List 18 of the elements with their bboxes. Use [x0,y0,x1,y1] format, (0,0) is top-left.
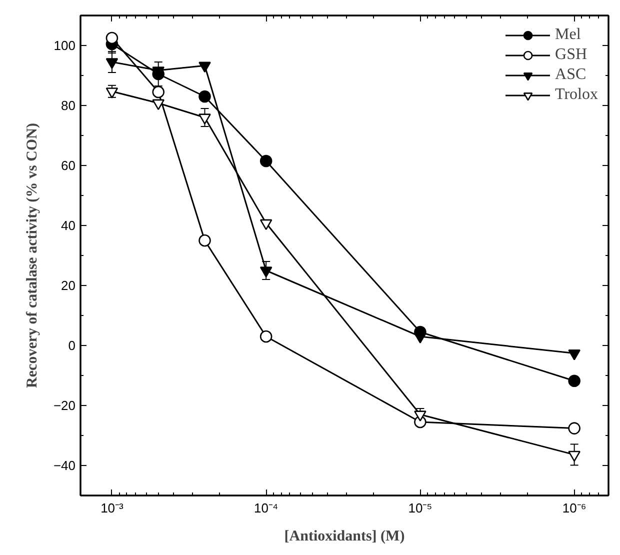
legend-label: Trolox [555,86,598,104]
x-tick-label: 10⁻³ [100,500,124,516]
legend-label: GSH [555,46,588,64]
y-axis-title: Recovery of catalase activity (% vs CON) [24,123,40,388]
x-tick-label: 10⁻⁶ [562,500,586,516]
y-tick-label: 20 [61,278,76,293]
x-axis-title: [Antioxidants] (M) [284,528,405,544]
x-tick-label: 10⁻⁴ [254,500,278,516]
y-tick-label: 40 [61,218,76,233]
x-tick-label: 10⁻⁵ [408,500,432,516]
y-tick-label: 100 [54,38,76,53]
y-tick-label: 80 [61,98,76,113]
legend-label: ASC [555,66,586,84]
y-tick-label: 0 [68,338,76,353]
y-tick-label: −40 [53,458,76,473]
legend-label: Mel [555,26,581,44]
y-tick-label: −20 [53,398,76,413]
y-tick-label: 60 [61,158,76,173]
